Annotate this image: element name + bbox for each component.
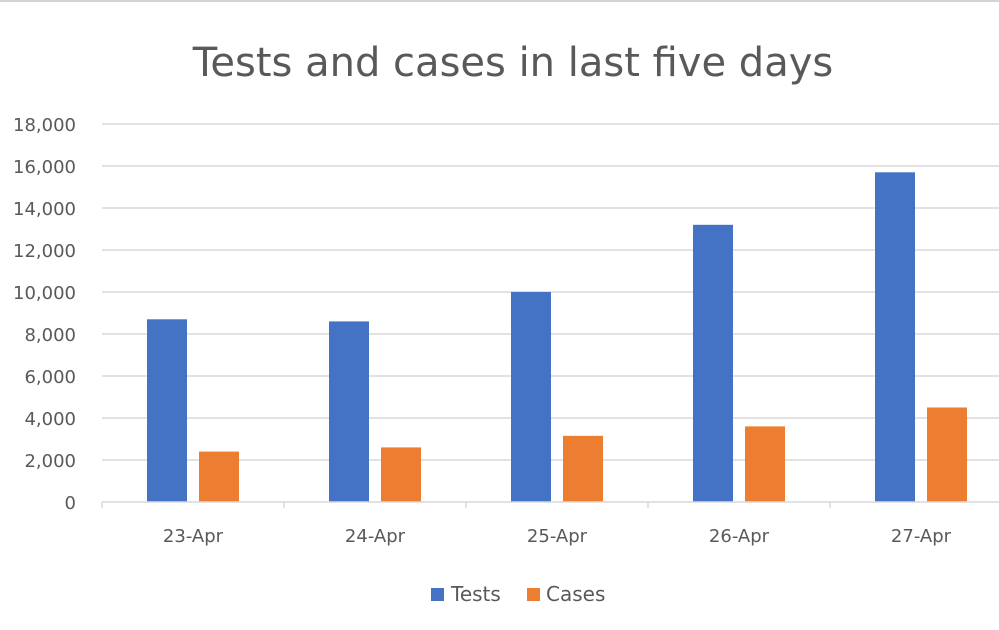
- y-axis-ticks: 0 2,000 4,000 6,000 8,000 10,000 12,000 14,000 1…: [13, 115, 76, 514]
- legend-swatch-tests: [431, 588, 444, 601]
- y-tick-label: 18,000: [13, 115, 76, 136]
- y-tick-label: 12,000: [13, 241, 76, 262]
- bar-cases-27-Apr: [927, 407, 967, 502]
- x-tick-label: 26-Apr: [709, 526, 770, 547]
- bar-cases-23-Apr: [199, 451, 239, 502]
- y-tick-label: 14,000: [13, 199, 76, 220]
- bars: [147, 172, 967, 503]
- legend-label-tests: Tests: [450, 582, 501, 606]
- y-tick-label: 8,000: [24, 325, 76, 346]
- x-axis: 23-Apr 24-Apr 25-Apr 26-Apr 27-Apr: [101, 501, 999, 547]
- chart-title: Tests and cases in last five days: [192, 40, 833, 86]
- x-tick-label: 24-Apr: [345, 526, 406, 547]
- y-tick-label: 0: [65, 493, 76, 514]
- bar-cases-26-Apr: [745, 426, 785, 502]
- x-tick-label: 23-Apr: [163, 526, 224, 547]
- gridlines: [102, 123, 999, 461]
- y-tick-label: 16,000: [13, 157, 76, 178]
- y-tick-label: 2,000: [24, 451, 76, 472]
- bar-cases-25-Apr: [563, 435, 603, 502]
- legend: Tests Cases: [431, 582, 605, 606]
- legend-label-cases: Cases: [546, 582, 605, 606]
- chart-border: [0, 0, 999, 2]
- bar-tests-24-Apr: [329, 321, 369, 502]
- bar-tests-23-Apr: [147, 319, 187, 502]
- bar-tests-27-Apr: [875, 172, 915, 503]
- x-tick-label: 27-Apr: [891, 526, 952, 547]
- y-tick-label: 10,000: [13, 283, 76, 304]
- bar-cases-24-Apr: [381, 447, 421, 502]
- bar-tests-25-Apr: [511, 292, 551, 502]
- y-tick-label: 4,000: [24, 409, 76, 430]
- y-tick-label: 6,000: [24, 367, 76, 388]
- legend-swatch-cases: [527, 588, 540, 601]
- bar-tests-26-Apr: [693, 224, 733, 503]
- x-tick-label: 25-Apr: [527, 526, 588, 547]
